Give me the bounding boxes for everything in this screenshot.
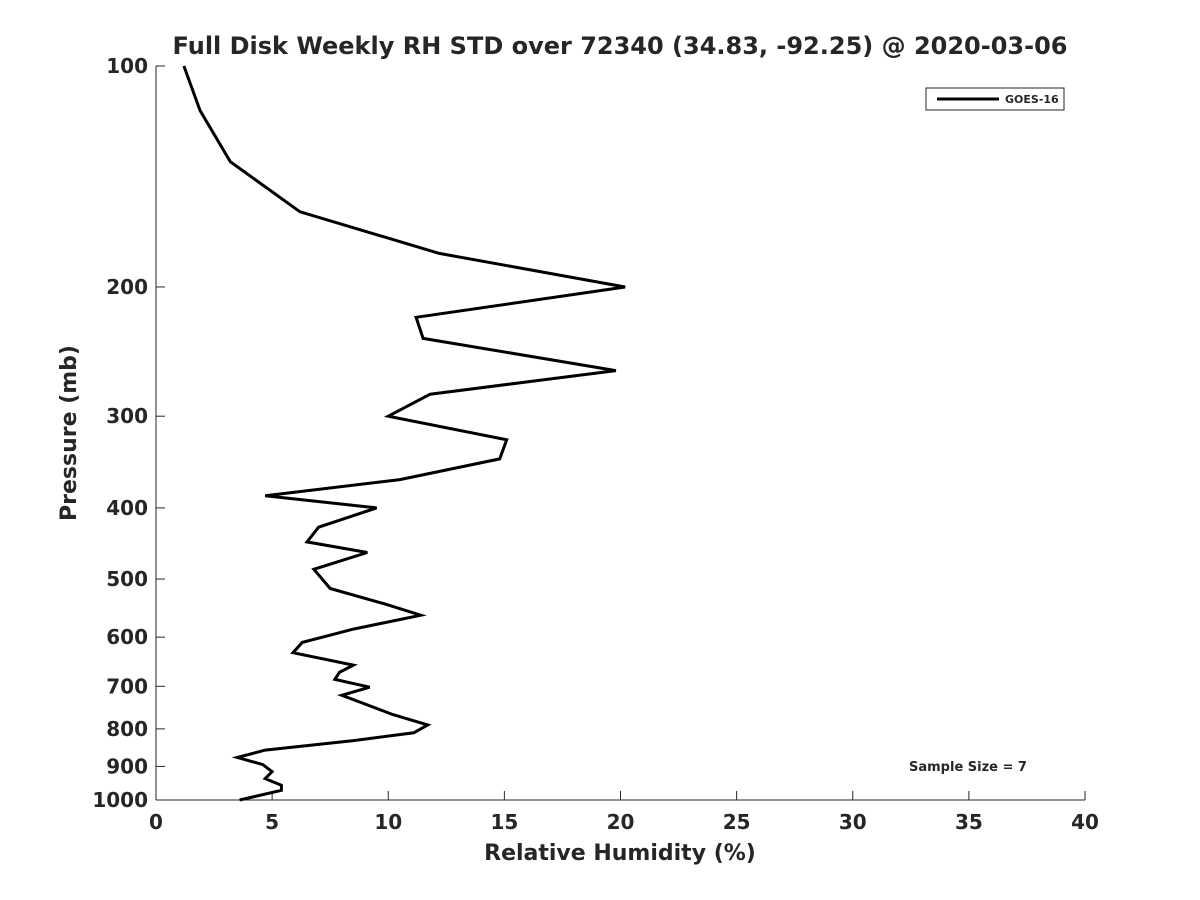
sample-size-annotation: Sample Size = 7 [909, 760, 1027, 775]
y-tick-label: 900 [106, 754, 148, 778]
x-axis-label: Relative Humidity (%) [484, 841, 756, 866]
series-line-goes16 [182, 65, 626, 802]
x-tick-label: 25 [723, 810, 751, 834]
y-tick-label: 300 [106, 404, 148, 428]
legend: GOES-16 [925, 87, 1065, 111]
x-tick-label: 35 [955, 810, 983, 834]
y-tick-label: 1000 [92, 788, 148, 812]
legend-label-goes16: GOES-16 [1005, 93, 1059, 106]
x-tick-label: 40 [1071, 810, 1099, 834]
y-tick-label: 400 [106, 496, 148, 520]
y-tick-label: 100 [106, 54, 148, 78]
x-tick-label: 15 [490, 810, 518, 834]
y-tick-label: 600 [106, 625, 148, 649]
x-tick-label: 20 [607, 810, 635, 834]
x-tick-label: 30 [839, 810, 867, 834]
y-axis-ticks: 100 200 300 400 500 600 700 800 900 1000 [92, 54, 165, 812]
x-axis-ticks: 0 5 10 15 20 25 30 35 40 [149, 791, 1099, 834]
y-axis-label: Pressure (mb) [57, 345, 82, 521]
y-tick-label: 500 [106, 567, 148, 591]
y-tick-label: 700 [106, 674, 148, 698]
x-tick-label: 10 [374, 810, 402, 834]
plot-area: 0 5 10 15 20 25 30 35 40 100 200 300 400 500 600 700 80… [92, 54, 1099, 834]
y-tick-label: 800 [106, 717, 148, 741]
y-tick-label: 200 [106, 275, 148, 299]
x-tick-label: 0 [149, 810, 163, 834]
chart-title: Full Disk Weekly RH STD over 72340 (34.8… [173, 32, 1068, 60]
x-tick-label: 5 [265, 810, 279, 834]
